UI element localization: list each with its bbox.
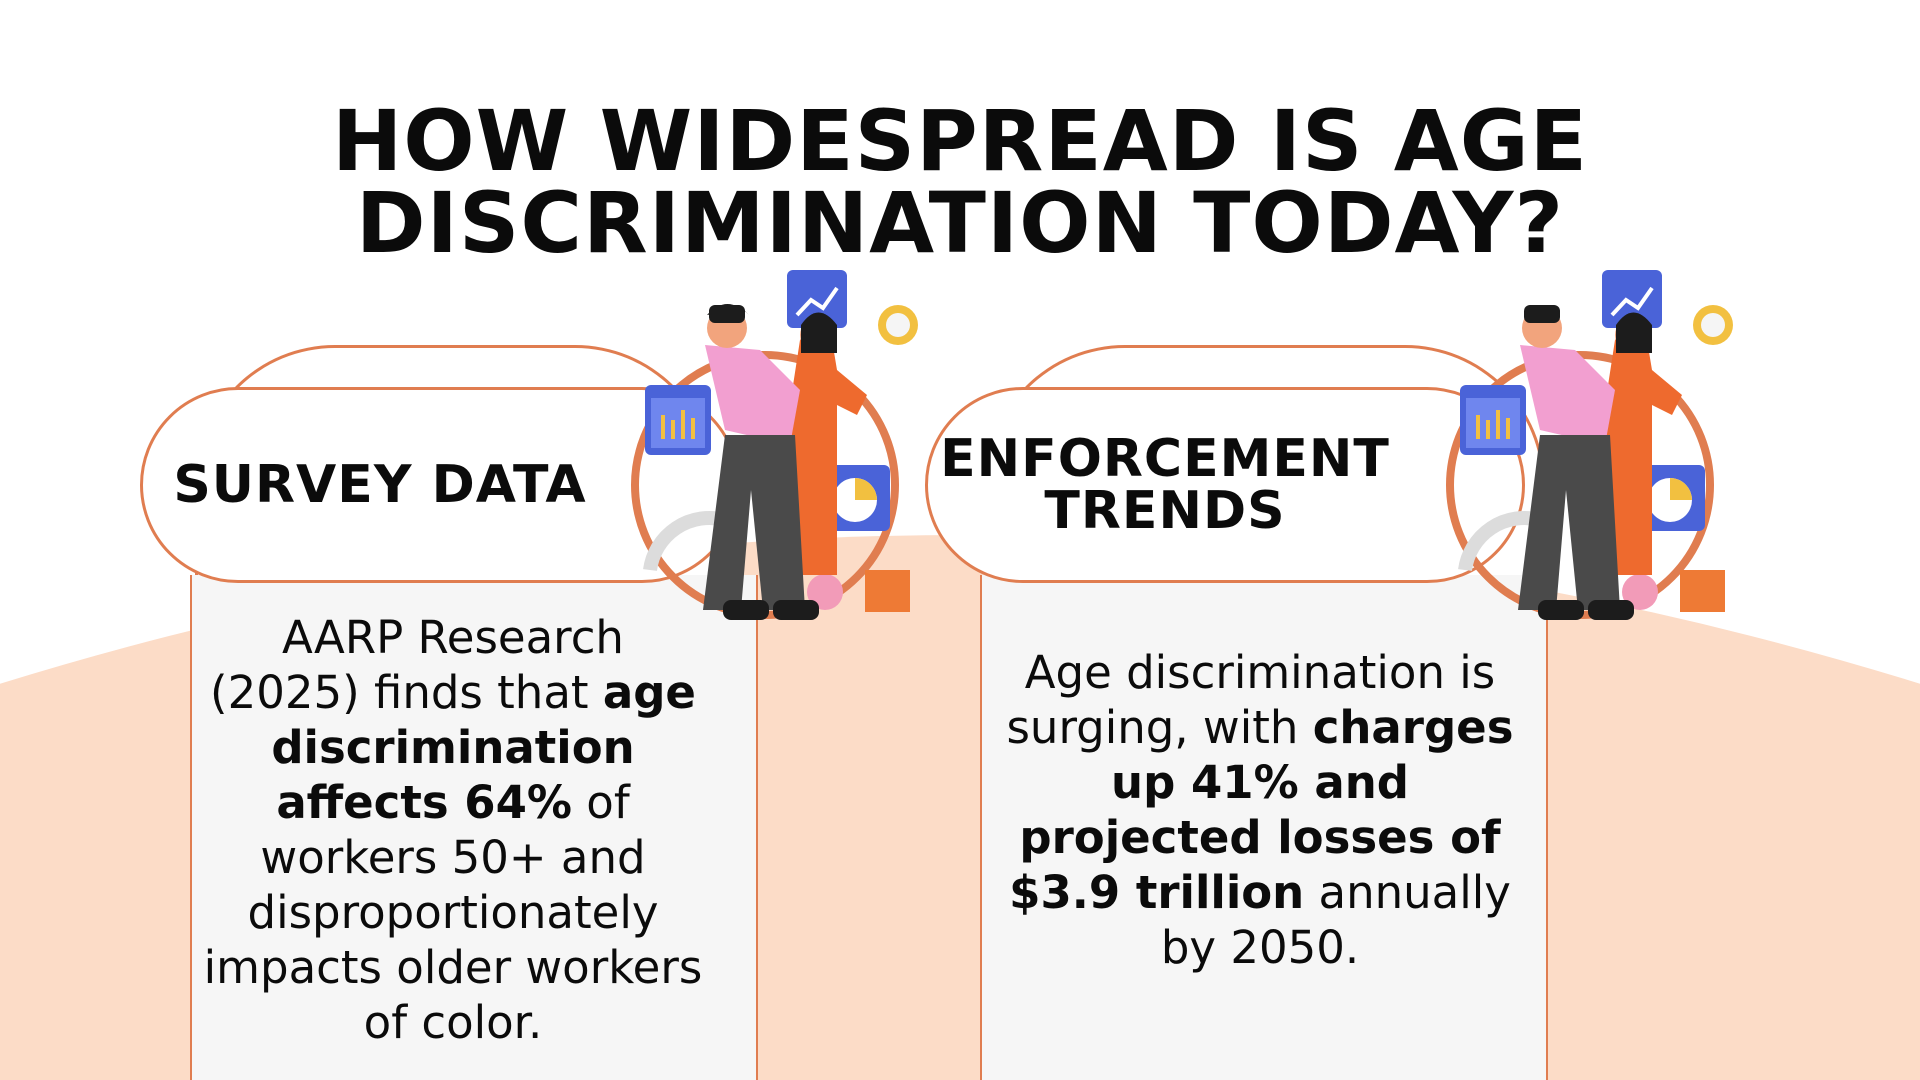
card-description: Age discrimination is surging, with char…: [1005, 645, 1515, 975]
card-heading: SURVEY DATA: [173, 455, 587, 515]
title-line-2: DISCRIMINATION TODAY?: [355, 174, 1565, 272]
people-analytics-illustration-icon: [631, 270, 918, 620]
desc-text-pre: AARP Research (2025) finds that: [210, 611, 624, 719]
survey-data-card: SURVEY DATA AARP Research (2025) finds t…: [140, 345, 758, 1080]
desc-text-post: annually by 2050.: [1160, 866, 1511, 974]
enforcement-trends-card: ENFORCEMENT TRENDS Age discrimination is…: [925, 345, 1548, 1080]
desc-text-pre: Age discrimination is surging, with: [1006, 646, 1496, 754]
desc-text-bold: charges up 41% and projected losses of $…: [1009, 701, 1514, 919]
desc-text-post: of workers 50+ and disproportionately im…: [203, 776, 703, 1049]
card-heading-pill: ENFORCEMENT TRENDS: [925, 387, 1525, 583]
desc-text-bold: age discrimination affects 64%: [271, 666, 696, 829]
card-heading-line-2: TRENDS: [1044, 481, 1286, 541]
title-line-1: HOW WIDESPREAD IS AGE: [331, 92, 1589, 190]
card-body: [190, 575, 758, 1080]
card-heading-pill: SURVEY DATA: [140, 387, 740, 583]
page-title: HOW WIDESPREAD IS AGE DISCRIMINATION TOD…: [0, 92, 1920, 272]
card-heading-line-1: ENFORCEMENT: [940, 429, 1390, 489]
people-analytics-illustration-icon: [1446, 270, 1733, 620]
card-body: [980, 575, 1548, 1080]
card-description: AARP Research (2025) finds that age disc…: [203, 610, 703, 1050]
